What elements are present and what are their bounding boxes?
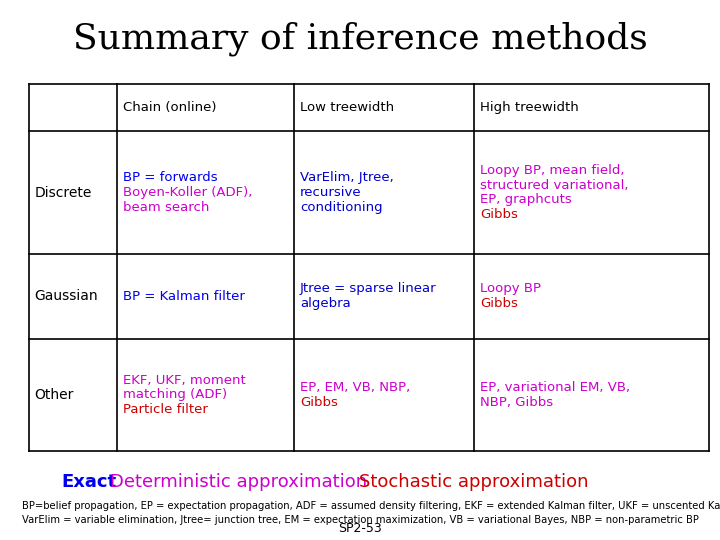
Text: SP2-53: SP2-53 <box>338 522 382 535</box>
Text: Deterministic approximation: Deterministic approximation <box>110 473 367 491</box>
Text: Summary of inference methods: Summary of inference methods <box>73 22 647 56</box>
Text: Chain (online): Chain (online) <box>123 101 217 114</box>
Text: recursive: recursive <box>300 186 361 199</box>
Text: matching (ADF): matching (ADF) <box>123 388 227 401</box>
Text: Gaussian: Gaussian <box>35 289 98 303</box>
Text: structured variational,: structured variational, <box>480 179 629 192</box>
Text: Discrete: Discrete <box>35 186 92 200</box>
Text: High treewidth: High treewidth <box>480 101 579 114</box>
Text: Stochastic approximation: Stochastic approximation <box>359 473 588 491</box>
Text: BP=belief propagation, EP = expectation propagation, ADF = assumed density filte: BP=belief propagation, EP = expectation … <box>22 501 720 525</box>
Text: beam search: beam search <box>123 201 210 214</box>
Text: Gibbs: Gibbs <box>300 396 338 409</box>
Text: BP = Kalman filter: BP = Kalman filter <box>123 290 245 303</box>
Text: Loopy BP: Loopy BP <box>480 282 541 295</box>
Text: Gibbs: Gibbs <box>480 297 518 310</box>
Text: Gibbs: Gibbs <box>480 208 518 221</box>
Text: Jtree = sparse linear: Jtree = sparse linear <box>300 282 436 295</box>
Text: Particle filter: Particle filter <box>123 403 208 416</box>
Text: algebra: algebra <box>300 297 351 310</box>
Text: Other: Other <box>35 388 74 402</box>
Text: EP, EM, VB, NBP,: EP, EM, VB, NBP, <box>300 381 410 394</box>
Text: Low treewidth: Low treewidth <box>300 101 394 114</box>
Text: conditioning: conditioning <box>300 201 382 214</box>
Text: EP, variational EM, VB,: EP, variational EM, VB, <box>480 381 630 394</box>
Text: Boyen-Koller (ADF),: Boyen-Koller (ADF), <box>123 186 253 199</box>
Text: Exact: Exact <box>61 473 117 491</box>
Text: EP, graphcuts: EP, graphcuts <box>480 193 572 206</box>
Text: EKF, UKF, moment: EKF, UKF, moment <box>123 374 246 387</box>
Text: BP = forwards: BP = forwards <box>123 171 217 184</box>
Text: VarElim, Jtree,: VarElim, Jtree, <box>300 171 394 184</box>
Text: NBP, Gibbs: NBP, Gibbs <box>480 396 554 409</box>
Text: Loopy BP, mean field,: Loopy BP, mean field, <box>480 164 625 177</box>
